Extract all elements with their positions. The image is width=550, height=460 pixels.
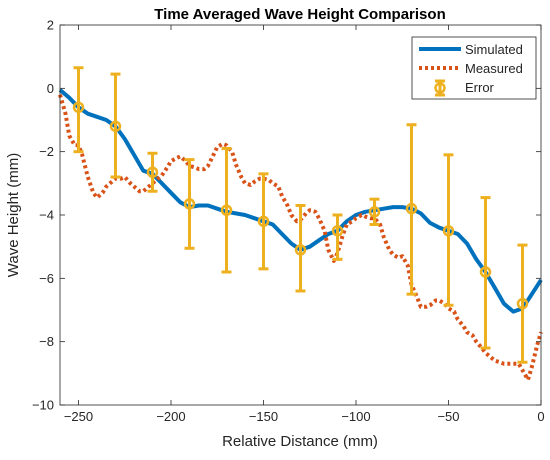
x-tick-label: −200 [156, 409, 185, 424]
y-tick-label: −2 [39, 144, 54, 159]
x-tick-label: 0 [537, 409, 544, 424]
error-bar [405, 123, 418, 296]
x-tick-label: −250 [64, 409, 93, 424]
error-bar [109, 72, 122, 179]
x-tick-label: −150 [249, 409, 278, 424]
error-bar [72, 66, 85, 154]
legend-label-error: Error [465, 80, 495, 95]
error-bar [183, 158, 196, 250]
x-axis-label: Relative Distance (mm) [222, 433, 378, 450]
y-tick-label: −8 [39, 334, 54, 349]
y-tick-label: 0 [47, 81, 54, 96]
legend-swatch-error [434, 79, 446, 97]
x-tick-label: −50 [437, 409, 459, 424]
legend-label-simulated: Simulated [465, 42, 523, 57]
error-bar [146, 151, 159, 193]
error-bar [368, 197, 381, 226]
error-bar [257, 172, 270, 271]
ticks-layer: −250 −200 −150 −100 −50 0 −10 −8 −6 −4 −2 0 2 [32, 18, 545, 425]
y-tick-label: −10 [32, 398, 54, 413]
legend-label-measured: Measured [465, 61, 523, 76]
error-bar [331, 213, 344, 261]
error-bar [220, 147, 233, 274]
error-bar-layer [72, 66, 529, 364]
error-bar [516, 243, 529, 364]
chart-title: Time Averaged Wave Height Comparison [154, 6, 445, 23]
y-tick-label: −6 [39, 271, 54, 286]
x-tick-label: −100 [341, 409, 370, 424]
plot-area [58, 66, 543, 382]
y-tick-label: 2 [47, 18, 54, 33]
legend: Simulated Measured Error [411, 36, 537, 100]
error-bar [294, 204, 307, 293]
y-tick-label: −4 [39, 208, 54, 223]
error-bar [479, 196, 492, 350]
y-axis-label: Wave Height (mm) [5, 153, 22, 277]
error-bar [442, 153, 455, 307]
